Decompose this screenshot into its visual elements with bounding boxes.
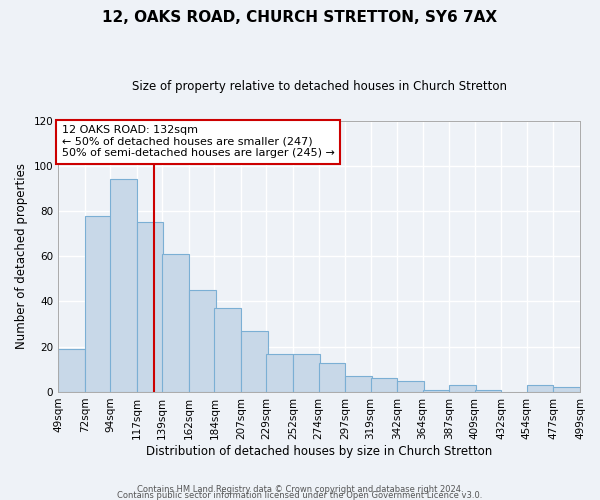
Bar: [449, 385, 476, 392]
Bar: [85, 216, 112, 392]
Bar: [189, 290, 215, 392]
Text: Contains HM Land Registry data © Crown copyright and database right 2024.: Contains HM Land Registry data © Crown c…: [137, 484, 463, 494]
Bar: [345, 376, 372, 392]
Title: Size of property relative to detached houses in Church Stretton: Size of property relative to detached ho…: [131, 80, 506, 93]
Bar: [58, 349, 85, 392]
X-axis label: Distribution of detached houses by size in Church Stretton: Distribution of detached houses by size …: [146, 444, 492, 458]
Bar: [214, 308, 241, 392]
Bar: [266, 354, 293, 392]
Text: 12 OAKS ROAD: 132sqm
← 50% of detached houses are smaller (247)
50% of semi-deta: 12 OAKS ROAD: 132sqm ← 50% of detached h…: [62, 125, 335, 158]
Bar: [163, 254, 189, 392]
Bar: [397, 380, 424, 392]
Bar: [475, 390, 502, 392]
Bar: [371, 378, 397, 392]
Y-axis label: Number of detached properties: Number of detached properties: [15, 164, 28, 350]
Bar: [293, 354, 320, 392]
Text: Contains public sector information licensed under the Open Government Licence v3: Contains public sector information licen…: [118, 490, 482, 500]
Text: 12, OAKS ROAD, CHURCH STRETTON, SY6 7AX: 12, OAKS ROAD, CHURCH STRETTON, SY6 7AX: [103, 10, 497, 25]
Bar: [241, 331, 268, 392]
Bar: [319, 362, 345, 392]
Bar: [422, 390, 449, 392]
Bar: [527, 385, 553, 392]
Bar: [137, 222, 163, 392]
Bar: [110, 180, 137, 392]
Bar: [553, 388, 580, 392]
